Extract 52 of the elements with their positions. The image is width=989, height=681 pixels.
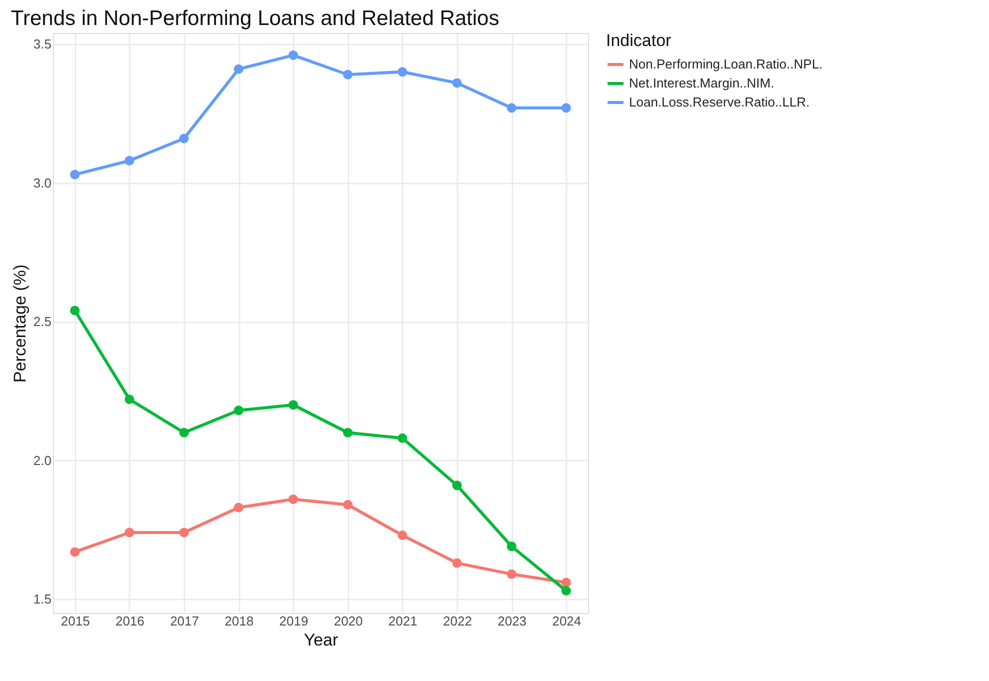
point	[561, 578, 571, 588]
point	[179, 428, 189, 438]
point	[288, 50, 298, 60]
point	[288, 400, 298, 410]
y-axis-title: Percentage (%)	[10, 264, 30, 383]
y-tick-label: 2.5	[33, 314, 52, 330]
point	[70, 306, 80, 316]
x-tick-label: 2022	[443, 614, 472, 628]
point	[506, 569, 516, 579]
point	[343, 500, 353, 510]
point	[506, 103, 516, 113]
point	[124, 156, 134, 166]
point	[343, 70, 353, 80]
legend-title: Indicator	[606, 31, 672, 50]
point	[561, 103, 571, 113]
point	[452, 480, 462, 490]
point	[70, 170, 80, 180]
point	[179, 134, 189, 144]
y-tick-label: 3.5	[33, 36, 52, 52]
point	[452, 78, 462, 88]
x-axis-title: Year	[304, 630, 339, 650]
x-tick-label: 2020	[334, 614, 363, 628]
legend-label: Non.Performing.Loan.Ratio..NPL.	[629, 56, 823, 72]
point	[452, 558, 462, 568]
point	[288, 494, 298, 504]
chart-title: Trends in Non-Performing Loans and Related Ratios	[10, 7, 500, 30]
x-tick-label: 2015	[60, 614, 90, 628]
x-tick-label: 2023	[498, 614, 527, 628]
point	[234, 406, 244, 416]
x-tick-label: 2017	[170, 614, 199, 628]
point	[124, 394, 134, 404]
point	[506, 542, 516, 552]
y-tick-label: 1.5	[33, 592, 52, 607]
legend-label: Net.Interest.Margin..NIM.	[629, 76, 774, 90]
point	[234, 502, 244, 512]
x-tick-label: 2024	[552, 614, 582, 628]
legend-label: Loan.Loss.Reserve.Ratio..LLR.	[629, 94, 810, 110]
y-tick-label: 3.0	[33, 175, 52, 190]
point	[124, 528, 134, 538]
point	[343, 428, 353, 438]
point	[398, 67, 408, 77]
point	[398, 433, 408, 443]
point	[179, 528, 189, 538]
x-tick-label: 2021	[388, 614, 418, 628]
point	[561, 586, 571, 596]
y-tick-label: 2.0	[33, 452, 52, 468]
point	[234, 64, 244, 74]
point	[398, 530, 408, 540]
x-tick-label: 2019	[279, 614, 308, 628]
x-tick-label: 2016	[115, 614, 144, 628]
point	[70, 547, 80, 557]
x-tick-label: 2018	[224, 614, 254, 628]
